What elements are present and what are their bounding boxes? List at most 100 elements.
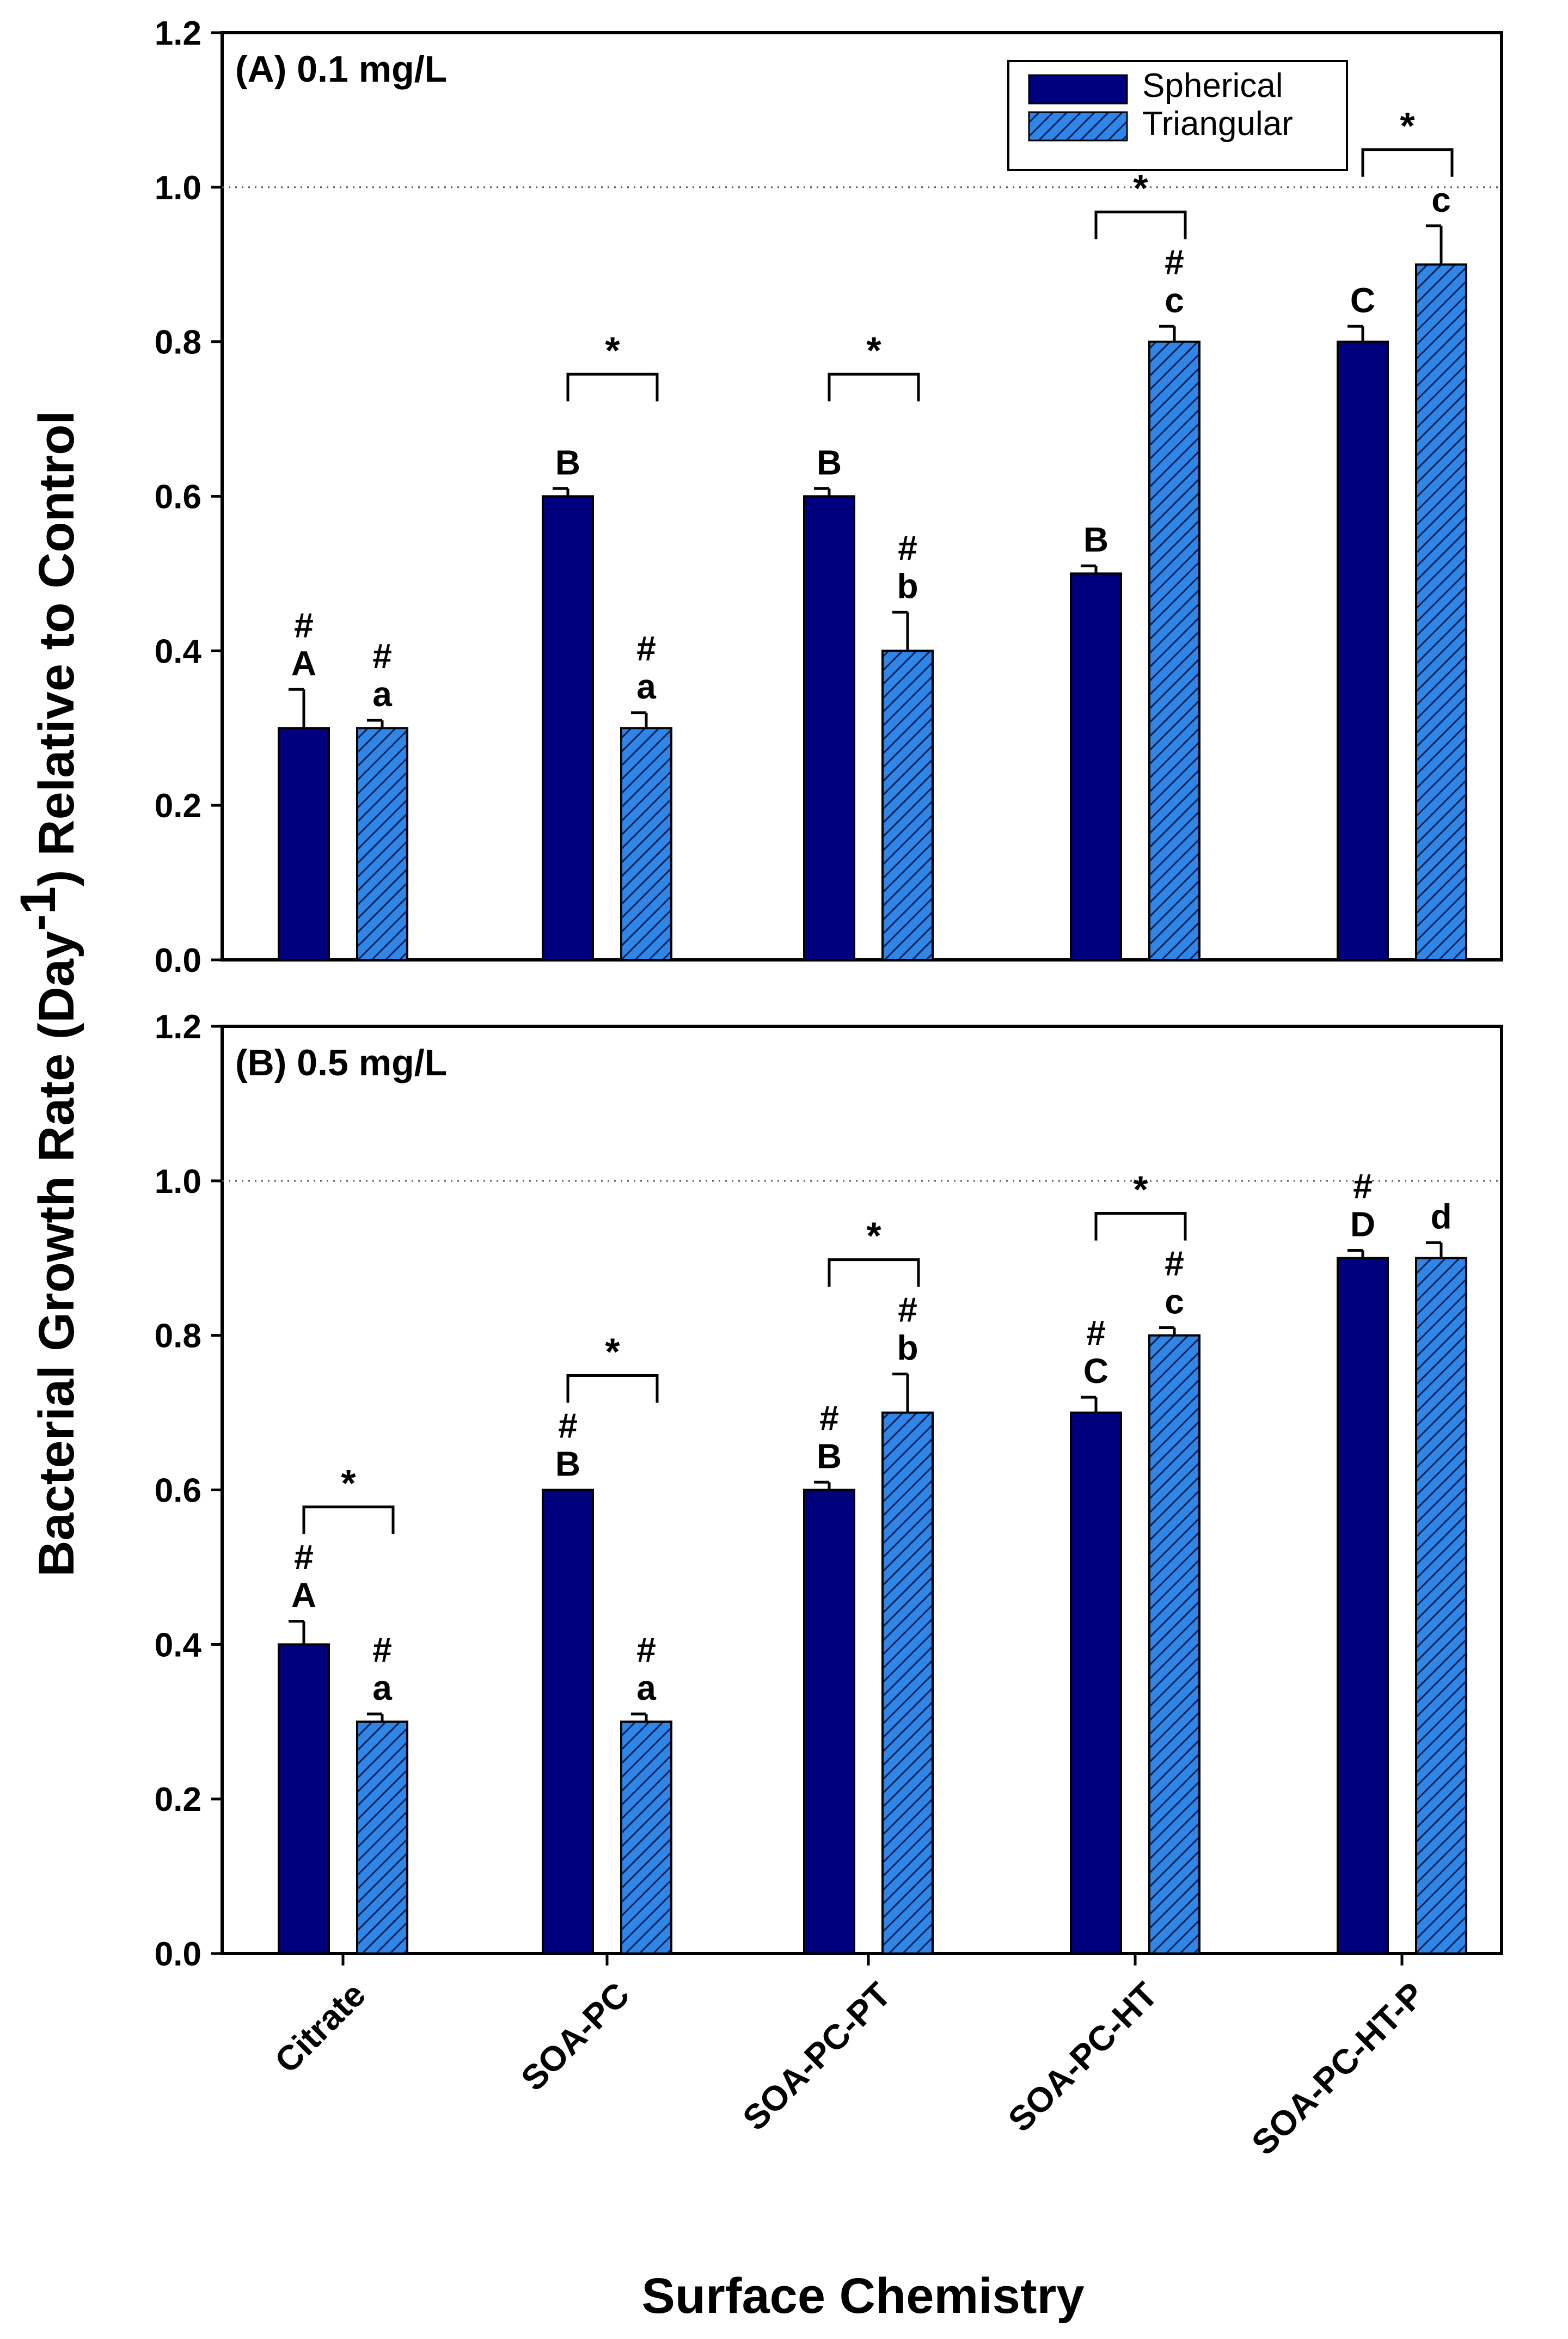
y-tick-label-a: 0.2 [155,787,201,825]
hash-mark-a: # [898,528,917,567]
panel-b: (B) 0.5 mg/L 0.00.20.40.60.81.01.2A#B#B#… [155,1008,1503,1973]
group-letter-a: c [1431,180,1451,219]
panel-a-label: (A) 0.1 mg/L [235,48,447,90]
group-letter-b: a [636,1668,656,1707]
significance-star-a: * [866,329,881,371]
y-tick-label-a: 1.0 [155,169,201,207]
legend-label-triangular: Triangular [1142,105,1293,143]
bar-a-spherical-soa-pc-pt [803,495,855,961]
group-letter-a: a [372,675,392,714]
hash-mark-b: # [819,1398,839,1437]
y-tick-label-b: 0.6 [155,1472,201,1510]
group-letter-b: A [291,1576,316,1615]
significance-bracket-a [1094,210,1187,240]
hash-mark-b: # [636,1630,656,1669]
legend-swatch-spherical [1028,74,1128,105]
x-tick-label-citrate: Citrate [267,1975,373,2080]
group-letter-a: c [1165,280,1184,320]
y-tick-label-b: 0.0 [155,1936,201,1973]
significance-star-a: * [1133,167,1148,209]
bar-a-spherical-soa-pc-ht [1070,572,1122,961]
y-tick-label-a: 0.8 [155,324,201,362]
hash-mark-a: # [636,629,656,668]
legend: Spherical Triangular [1007,60,1348,171]
y-tick-label-b: 0.2 [155,1781,201,1818]
group-letter-a: B [1083,520,1108,559]
y-tick-label-a: 1.2 [155,15,201,52]
x-tick-label-soa-pc-pt: SOA-PC-PT [735,1975,898,2138]
group-letter-b: a [372,1668,392,1707]
group-letter-b: D [1350,1205,1375,1244]
hash-mark-b: # [1165,1244,1184,1283]
hash-mark-a: # [294,605,314,645]
panel-a-frame [220,31,1503,962]
x-tick-label-soa-pc-ht: SOA-PC-HT [1001,1975,1165,2139]
significance-star-b: * [605,1331,620,1373]
y-tick-label-b: 0.4 [155,1626,202,1664]
hash-mark-b: # [294,1538,314,1577]
y-axis-title-tail: ) Relative to Control [29,411,84,886]
significance-bracket-a [1361,148,1454,177]
bar-a-triangular-soa-pc-pt [881,650,934,962]
group-letter-a: B [817,443,842,482]
y-tick-label-b: 1.2 [155,1008,201,1046]
y-axis-title-superscript: -1 [10,886,66,931]
bar-b-spherical-soa-pc-ht-p [1337,1257,1389,1955]
hash-mark-a: # [372,636,392,676]
x-tick-label-soa-pc: SOA-PC [513,1975,637,2098]
group-letter-b: B [817,1436,842,1475]
hash-mark-a: # [1165,242,1184,281]
hash-mark-b: # [558,1406,578,1446]
significance-star-b: * [341,1462,356,1504]
y-tick-label-a: 0.0 [155,942,201,979]
y-tick-label-a: 0.6 [155,479,201,516]
significance-star-a: * [1400,105,1415,147]
bar-a-triangular-citrate [356,727,408,961]
group-letter-a: B [555,443,580,482]
panel-b-frame [220,1025,1503,1955]
group-letter-a: a [636,667,656,706]
group-letter-a: C [1350,280,1375,320]
group-letter-b: C [1083,1351,1108,1391]
bar-a-triangular-soa-pc-ht [1148,340,1200,962]
y-axis-title: Bacterial Growth Rate (Day-1) Relative t… [10,411,84,1577]
y-tick-label-a: 0.4 [155,633,202,670]
significance-star-a: * [605,329,620,371]
significance-bracket-a [566,372,659,402]
significance-bracket-b [1094,1211,1187,1241]
legend-label-spherical: Spherical [1142,67,1283,105]
group-letter-b: B [555,1444,580,1484]
hash-mark-b: # [1353,1167,1373,1206]
bar-a-triangular-soa-pc [620,727,672,961]
panel-a: (A) 0.1 mg/L 0.00.20.40.60.81.01.2A#B BBC… [155,15,1503,979]
bar-b-spherical-soa-pc-ht [1070,1411,1122,1955]
hash-mark-b: # [898,1290,917,1330]
bar-b-triangular-soa-pc-pt [881,1411,934,1955]
group-letter-b: c [1165,1282,1184,1321]
panel-b-label: (B) 0.5 mg/L [235,1042,447,1083]
bar-b-triangular-soa-pc-ht [1148,1334,1200,1955]
bar-b-spherical-soa-pc [542,1489,594,1955]
bar-a-spherical-soa-pc-ht-p [1337,340,1389,962]
significance-bracket-a [828,372,920,402]
hash-mark-b: # [372,1630,392,1669]
bar-b-spherical-soa-pc-pt [803,1489,855,1955]
bar-b-triangular-citrate [356,1720,408,1955]
significance-star-b: * [866,1215,881,1257]
bar-a-spherical-citrate [278,727,330,961]
bar-b-spherical-citrate [278,1643,330,1955]
significance-bracket-b [566,1374,659,1403]
hash-mark-b: # [1086,1313,1106,1352]
group-letter-a: b [897,566,918,605]
bar-b-triangular-soa-pc [620,1720,672,1955]
x-axis-title: Surface Chemistry [642,2268,1085,2324]
x-tick-label-soa-pc-ht-p: SOA-PC-HT-P [1244,1975,1432,2163]
y-tick-label-b: 1.0 [155,1163,201,1201]
bar-a-spherical-soa-pc [542,495,594,961]
group-letter-a: A [291,644,316,683]
bar-b-triangular-soa-pc-ht-p [1415,1257,1467,1955]
significance-star-b: * [1133,1168,1148,1210]
significance-bracket-b [828,1258,920,1287]
y-tick-label-b: 0.8 [155,1318,201,1355]
